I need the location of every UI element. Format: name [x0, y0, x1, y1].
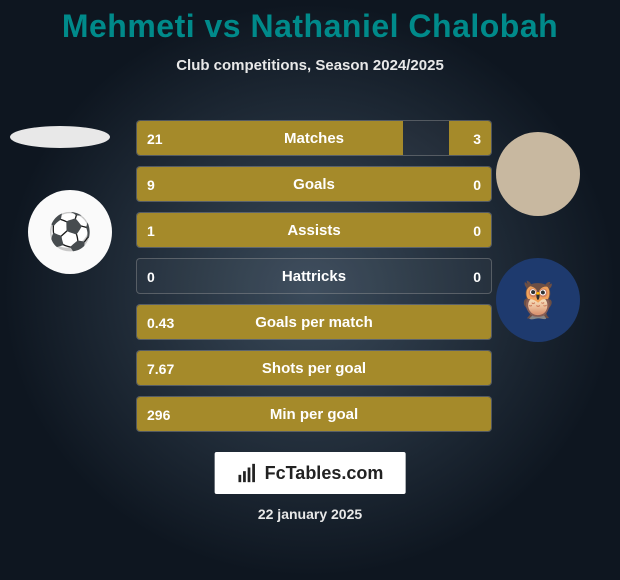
- stat-label: Hattricks: [137, 259, 491, 293]
- stat-row: 7.67Shots per goal: [136, 350, 492, 386]
- stat-value-right: 3: [473, 121, 481, 155]
- stat-row: 0Hattricks0: [136, 258, 492, 294]
- brand-badge[interactable]: FcTables.com: [215, 452, 406, 494]
- club-right-crest: 🦉: [496, 258, 580, 342]
- player-right-avatar: [496, 132, 580, 216]
- stat-label: Shots per goal: [137, 351, 491, 385]
- stat-label: Min per goal: [137, 397, 491, 431]
- brand-text: FcTables.com: [265, 463, 384, 484]
- stats-container: 21Matches39Goals01Assists00Hattricks00.4…: [136, 120, 492, 442]
- stat-row: 1Assists0: [136, 212, 492, 248]
- player-left-avatar: [10, 126, 110, 148]
- stat-row: 9Goals0: [136, 166, 492, 202]
- stat-value-right: 0: [473, 259, 481, 293]
- stat-value-right: 0: [473, 213, 481, 247]
- stat-row: 21Matches3: [136, 120, 492, 156]
- club-left-crest-inner: ⚽: [28, 190, 112, 274]
- comparison-subtitle: Club competitions, Season 2024/2025: [0, 57, 620, 74]
- stat-label: Assists: [137, 213, 491, 247]
- stat-label: Matches: [137, 121, 491, 155]
- stat-row: 296Min per goal: [136, 396, 492, 432]
- date-text: 22 january 2025: [0, 506, 620, 522]
- stat-label: Goals per match: [137, 305, 491, 339]
- club-left-crest: ⚽: [28, 190, 112, 274]
- stat-value-right: 0: [473, 167, 481, 201]
- comparison-title: Mehmeti vs Nathaniel Chalobah: [0, 0, 620, 45]
- club-right-crest-inner: 🦉: [496, 258, 580, 342]
- stat-label: Goals: [137, 167, 491, 201]
- brand-chart-icon: [237, 462, 259, 484]
- stat-row: 0.43Goals per match: [136, 304, 492, 340]
